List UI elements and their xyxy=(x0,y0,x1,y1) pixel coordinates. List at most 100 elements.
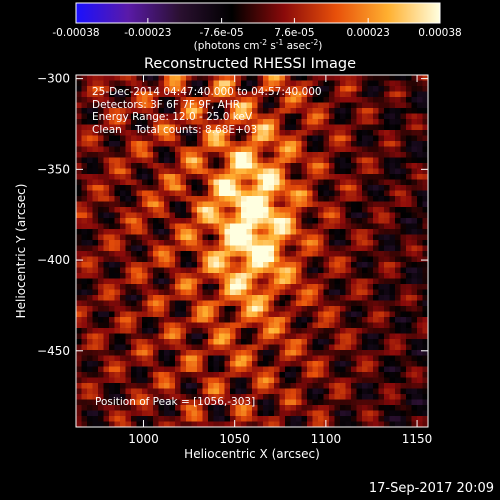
heatmap-cell xyxy=(395,372,401,378)
heatmap-cell xyxy=(158,135,165,142)
heatmap-cell xyxy=(158,102,165,109)
heatmap-cell xyxy=(268,80,275,87)
heatmap-cell xyxy=(98,163,104,169)
heatmap-cell xyxy=(400,152,407,158)
heatmap-cell xyxy=(263,311,269,318)
heatmap-cell xyxy=(131,97,137,103)
heatmap-cell xyxy=(125,218,132,224)
heatmap-cell xyxy=(422,399,428,406)
heatmap-cell xyxy=(400,267,407,274)
heatmap-cell xyxy=(411,328,418,334)
time-range-text: 25-Dec-2014 04:47:40.000 to 04:57:40.000 xyxy=(92,86,322,98)
heatmap-cell xyxy=(384,119,390,125)
heatmap-cell xyxy=(395,361,401,367)
heatmap-cell xyxy=(411,108,418,114)
heatmap-cell xyxy=(186,339,192,345)
heatmap-cell xyxy=(230,306,236,312)
heatmap-cell xyxy=(241,174,247,180)
heatmap-cell xyxy=(224,251,231,257)
heatmap-cell xyxy=(367,383,374,389)
heatmap-cell xyxy=(378,284,385,290)
heatmap-cell xyxy=(329,366,335,373)
heatmap-cell xyxy=(329,322,335,329)
heatmap-cell xyxy=(142,322,148,329)
heatmap-cell xyxy=(125,91,132,98)
heatmap-cell xyxy=(263,108,269,114)
heatmap-cell xyxy=(252,339,258,345)
heatmap-cell xyxy=(263,207,269,213)
heatmap-cell xyxy=(406,102,412,109)
heatmap-cell xyxy=(329,80,335,87)
heatmap-cell xyxy=(208,124,214,131)
heatmap-cell xyxy=(186,190,192,197)
heatmap-cell xyxy=(351,141,357,147)
heatmap-cell xyxy=(362,196,368,202)
heatmap-cell xyxy=(406,124,412,131)
heatmap-cell xyxy=(329,284,335,290)
heatmap-cell xyxy=(164,196,170,202)
heatmap-cell xyxy=(219,344,225,351)
heatmap-cell xyxy=(389,311,396,318)
heatmap-cell xyxy=(164,405,170,411)
heatmap-cell xyxy=(125,168,132,175)
heatmap-cell xyxy=(202,245,209,252)
heatmap-cell xyxy=(164,201,170,208)
heatmap-cell xyxy=(257,256,264,263)
heatmap-cell xyxy=(213,289,220,296)
heatmap-cell xyxy=(191,113,198,120)
heatmap-cell xyxy=(87,207,93,213)
heatmap-cell xyxy=(351,372,357,378)
heatmap-cell xyxy=(246,135,253,142)
heatmap-cell xyxy=(263,113,269,120)
heatmap-cell xyxy=(153,119,159,125)
heatmap-cell xyxy=(384,366,390,373)
heatmap-cell xyxy=(345,168,352,175)
heatmap-cell xyxy=(340,311,346,318)
heatmap-cell xyxy=(351,410,357,417)
heatmap-cell xyxy=(340,234,346,241)
heatmap-cell xyxy=(279,229,286,235)
heatmap-cell xyxy=(120,328,126,334)
heatmap-cell xyxy=(147,405,154,411)
heatmap-cell xyxy=(114,339,121,345)
heatmap-cell xyxy=(395,207,401,213)
heatmap-cell xyxy=(356,141,363,147)
heatmap-cell xyxy=(417,339,423,345)
heatmap-cell xyxy=(87,416,93,422)
heatmap-cell xyxy=(180,383,187,389)
heatmap-cell xyxy=(373,311,379,318)
heatmap-cell xyxy=(142,91,148,98)
heatmap-cell xyxy=(257,350,264,356)
heatmap-cell xyxy=(411,295,418,301)
heatmap-cell xyxy=(147,372,154,378)
heatmap-cell xyxy=(345,410,352,417)
heatmap-cell xyxy=(296,399,302,406)
heatmap-cell xyxy=(92,97,99,103)
heatmap-cell xyxy=(208,91,214,98)
heatmap-cell xyxy=(329,289,335,296)
heatmap-cell xyxy=(131,102,137,109)
heatmap-cell xyxy=(175,223,181,230)
heatmap-cell xyxy=(235,372,242,378)
heatmap-cell xyxy=(81,366,88,373)
heatmap-cell xyxy=(136,130,143,136)
heatmap-cell xyxy=(257,284,264,290)
heatmap-cell xyxy=(356,163,363,169)
heatmap-cell xyxy=(131,190,137,197)
heatmap-cell xyxy=(340,350,346,356)
heatmap-cell xyxy=(114,366,121,373)
heatmap-cell xyxy=(323,328,330,334)
heatmap-cell xyxy=(318,289,324,296)
heatmap-cell xyxy=(351,311,357,318)
heatmap-cell xyxy=(279,223,286,230)
heatmap-cell xyxy=(257,124,264,131)
heatmap-cell xyxy=(318,141,324,147)
heatmap-cell xyxy=(208,405,214,411)
heatmap-cell xyxy=(142,201,148,208)
heatmap-cell xyxy=(252,108,258,114)
heatmap-cell xyxy=(98,355,104,362)
heatmap-cell xyxy=(131,91,137,98)
heatmap-cell xyxy=(87,377,93,384)
heatmap-cell xyxy=(323,190,330,197)
heatmap-cell xyxy=(103,91,110,98)
